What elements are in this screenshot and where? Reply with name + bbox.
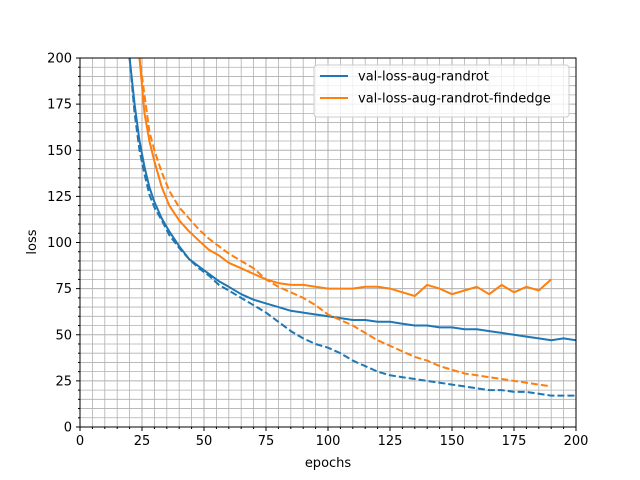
x-tick-label: 100 (316, 434, 341, 449)
x-tick-label: 175 (502, 434, 527, 449)
series-line-4 (138, 58, 552, 388)
y-tick-label: 25 (55, 374, 72, 389)
y-tick-label: 150 (47, 144, 72, 159)
y-tick-label: 175 (47, 98, 72, 113)
y-tick-label: 100 (47, 236, 72, 251)
y-tick-label: 0 (64, 421, 72, 436)
series-line-1 (128, 58, 576, 342)
y-tick-label: 200 (47, 52, 72, 67)
legend-label: val-loss-aug-randrot-findedge (358, 92, 551, 107)
x-tick-label: 75 (258, 434, 275, 449)
legend-box (313, 64, 570, 118)
legend-label: val-loss-aug-randrot (358, 70, 489, 85)
series-line-2 (128, 58, 576, 397)
x-axis-label: epochs (305, 456, 352, 471)
x-tick-label: 150 (440, 434, 465, 449)
x-tick-label: 25 (134, 434, 151, 449)
x-tick-label: 50 (196, 434, 213, 449)
series-lines (128, 58, 576, 397)
y-axis-label: loss (25, 229, 40, 254)
series-line-3 (138, 58, 552, 297)
y-tick-label: 75 (55, 282, 72, 297)
x-tick-label: 200 (564, 434, 589, 449)
y-tick-label: 50 (55, 328, 72, 343)
legend: val-loss-aug-randrot val-loss-aug-randrot… (313, 64, 570, 118)
axis-ticks: 0 25 50 75 100 125 150 175 200 0 25 50 75 100 125 150 17… (47, 52, 588, 450)
x-tick-label: 0 (76, 434, 84, 449)
y-tick-label: 125 (47, 190, 72, 205)
x-tick-label: 125 (378, 434, 403, 449)
